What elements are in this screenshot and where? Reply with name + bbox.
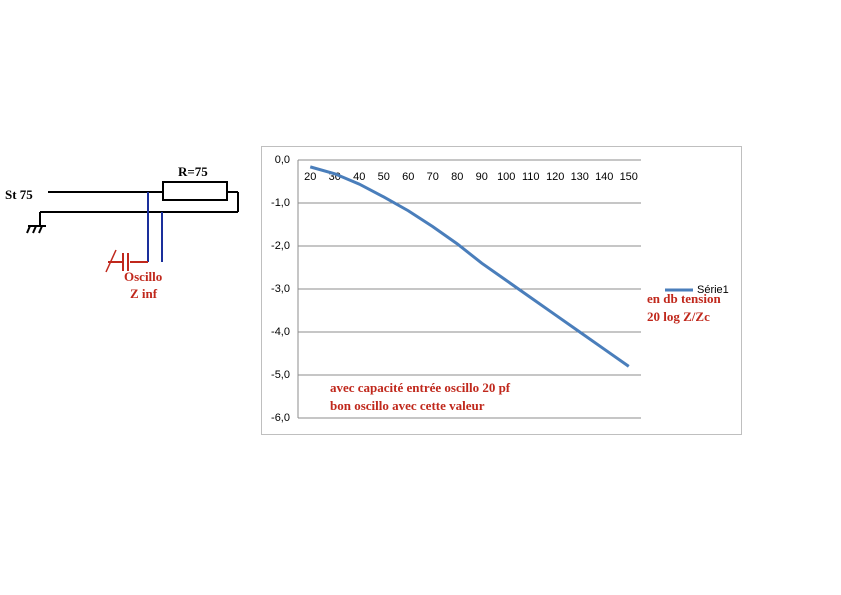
y-tick-label: -2,0 (271, 240, 290, 252)
y-tick-label: -6,0 (271, 412, 290, 424)
x-tick-label: 140 (595, 171, 613, 183)
y-tick-label: 0,0 (275, 154, 290, 166)
y-tick-label: -5,0 (271, 369, 290, 381)
y-tick-label: -4,0 (271, 326, 290, 338)
x-tick-label: 120 (546, 171, 564, 183)
circuit (26, 181, 239, 273)
x-tick-label: 60 (402, 171, 414, 183)
source-label: St 75 (5, 187, 33, 202)
y-tick-label: -3,0 (271, 283, 290, 295)
annotation: 20 log Z/Zc (647, 309, 710, 324)
x-tick-label: 80 (451, 171, 463, 183)
series-line (309, 165, 630, 368)
x-tick-label: 50 (378, 171, 390, 183)
probe-label: Oscillo (124, 269, 162, 284)
x-tick-label: 130 (571, 171, 589, 183)
x-tick-label: 70 (427, 171, 439, 183)
annotation: avec capacité entrée oscillo 20 pf (330, 380, 511, 395)
x-tick-label: 110 (522, 171, 540, 183)
x-tick-label: 100 (497, 171, 515, 183)
resistor-label: R=75 (178, 164, 208, 179)
x-tick-label: 40 (353, 171, 365, 183)
x-tick-label: 90 (476, 171, 488, 183)
x-tick-label: 150 (620, 171, 638, 183)
legend-label: Série1 (697, 284, 729, 296)
annotation: bon oscillo avec cette valeur (330, 398, 485, 413)
y-tick-label: -1,0 (271, 197, 290, 209)
probe-label: Z inf (130, 286, 158, 301)
x-tick-label: 20 (304, 171, 316, 183)
annotation: en db tension (647, 291, 721, 306)
chart-border (261, 146, 742, 435)
